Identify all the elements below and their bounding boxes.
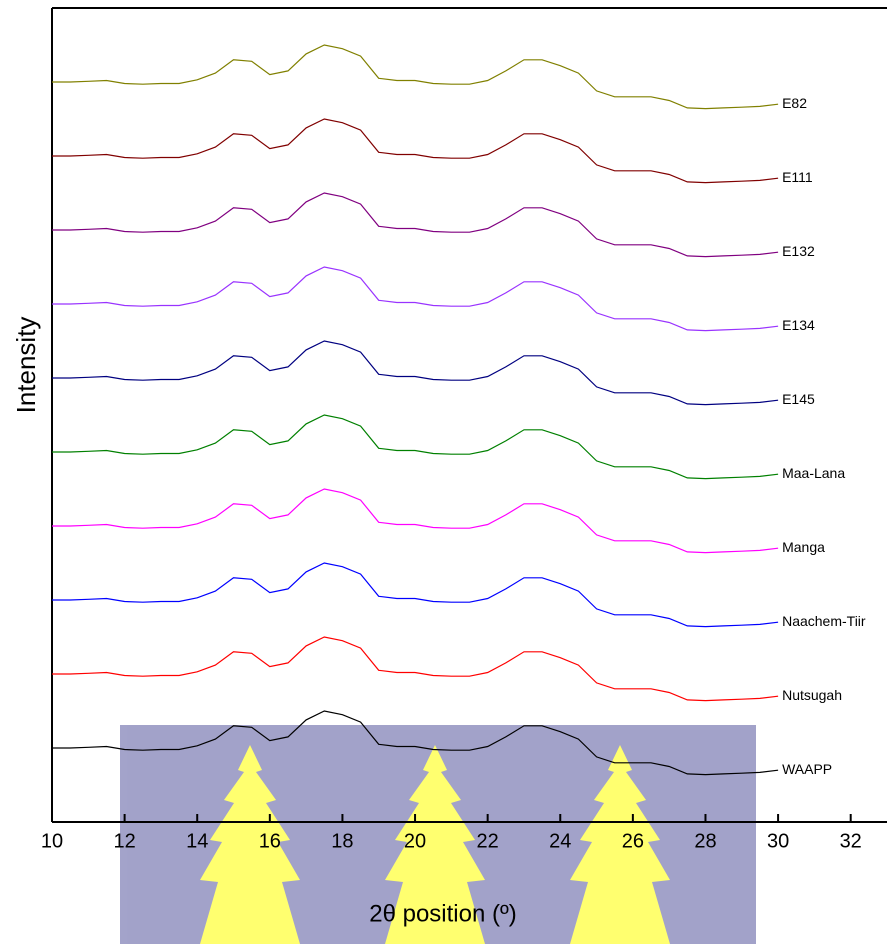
chart: Intensity 2θ position (º) 10 12 14 16 18 20 22… [0, 0, 887, 944]
series-line [52, 267, 778, 331]
x-tick-label: 18 [331, 830, 353, 852]
x-tick-label: 24 [549, 830, 571, 852]
series-label: E132 [782, 243, 815, 259]
series-label: Manga [782, 539, 825, 555]
series-line [52, 341, 778, 405]
x-tick-label: 32 [840, 830, 862, 852]
series-label: E111 [782, 169, 813, 185]
series-line [52, 489, 778, 553]
series-label: E145 [782, 391, 815, 407]
x-tick-label: 10 [41, 830, 63, 852]
x-tick-label: 16 [259, 830, 281, 852]
series-label: WAAPP [782, 761, 832, 777]
x-tick-label: 20 [404, 830, 426, 852]
series-line [52, 45, 778, 109]
x-tick-label: 26 [622, 830, 644, 852]
series-line [52, 637, 778, 701]
y-axis-label: Intensity [11, 317, 41, 414]
series-line [52, 119, 778, 183]
series-label: E134 [782, 317, 815, 333]
series-label: E82 [782, 95, 807, 111]
x-tick-label: 22 [477, 830, 499, 852]
series-label: Nutsugah [782, 687, 842, 703]
series-label: Naachem-Tiir [782, 613, 866, 629]
series-line [52, 193, 778, 257]
x-tick-label: 14 [186, 830, 208, 852]
series-line [52, 563, 778, 627]
x-tick-label: 28 [694, 830, 716, 852]
x-tick-label: 30 [767, 830, 789, 852]
series-label: Maa-Lana [782, 465, 845, 481]
series-line [52, 415, 778, 479]
x-axis-label: 2θ position (º) [369, 900, 517, 927]
x-tick-label: 12 [113, 830, 135, 852]
